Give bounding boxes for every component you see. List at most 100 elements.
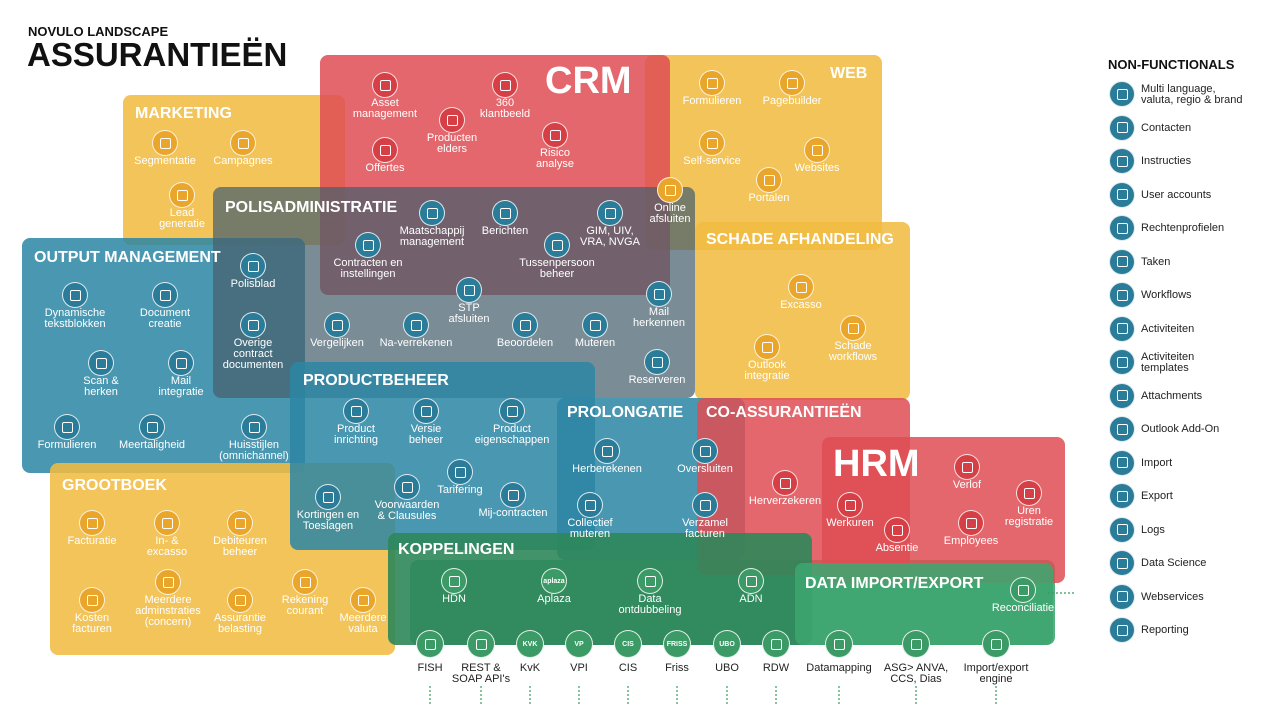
nf-label: Activiteiten templates [1141,351,1195,374]
item-label: Mail integratie [158,375,204,398]
item-icon [88,350,114,376]
integration-icon: VP [565,630,593,658]
nf-icon [1109,215,1135,241]
item-icon [958,510,984,536]
item-label: Tarifering [437,484,483,496]
item-icon [788,274,814,300]
item-icon [227,587,253,613]
item-label: Risico analyse [536,147,574,170]
item-label: Scan & herken [83,375,119,398]
nf-icon [1109,81,1135,107]
item-label: Collectief muteren [567,517,613,540]
item-icon [754,334,780,360]
region-title: HRM [833,443,920,485]
nf-icon [1109,550,1135,576]
nf-icon [1109,516,1135,543]
item-icon [62,282,88,308]
item-icon [79,510,105,536]
item-icon [1016,480,1042,506]
nf-icon [1109,349,1135,375]
item-label: Employees [943,535,999,547]
item-icon [1010,577,1036,603]
item-label: Verzamel facturen [682,517,728,540]
nf-label: Contacten [1141,121,1192,134]
nf-label: Attachments [1141,389,1203,402]
item-label: Online afsluiten [649,202,691,225]
item-icon [343,398,369,424]
item-label: Aplaza [537,593,571,605]
item-icon [419,200,445,226]
region-title: GROOTBOEK [62,477,167,494]
integration-label: ASG> ANVA, CCS, Dias [883,662,949,685]
title: ASSURANTIEËN [27,36,288,73]
item-icon [804,137,830,163]
item-label: Herberekenen [572,463,642,475]
item-icon [954,454,980,480]
nf-label: User accounts [1141,188,1212,201]
item-label: Versie beheer [408,423,444,446]
item-icon [657,177,683,203]
nf-label: Export [1141,490,1173,502]
integration-label: RDW [762,662,790,674]
integration-icon [982,630,1010,658]
nf-icon [1109,617,1135,643]
item-label: GIM, UIV, VRA, NVGA [580,225,640,248]
item-label: Reserveren [628,374,686,386]
integration-icon: FRISS [663,630,691,658]
item-label: Outlook integratie [744,359,790,382]
nf-label: Instructies [1141,155,1192,167]
item-label: Portalen [748,192,790,204]
nf-icon [1109,282,1135,308]
integration-label: CIS [618,662,638,674]
item-label: Self-service [683,155,741,167]
item-label: Rekening courant [281,594,329,617]
item-icon [456,277,482,303]
item-label: Na-verrekenen [379,337,453,349]
item-icon [692,492,718,518]
integration-icon: CIS [614,630,642,658]
item-icon [372,72,398,98]
region-7 [290,362,595,550]
region-10 [822,437,1065,583]
region-title: CO-ASSURANTIEËN [706,404,862,421]
item-label: Vergelijken [310,337,364,349]
nf-label: Logs [1141,523,1165,536]
nf-label: Data Science [1141,557,1207,569]
item-label: Pagebuilder [762,95,822,107]
item-label: Lead generatie [159,207,205,230]
nf-icon [1109,583,1135,610]
item-icon [637,568,663,594]
region-3 [695,222,910,400]
item-icon [644,349,670,375]
item-icon [241,414,267,440]
integration-icon [762,630,790,658]
item-label: Voorwaarden & Clausules [374,499,440,522]
nf-icon [1109,449,1135,476]
item-label: Huisstijlen (omnichannel) [219,439,289,462]
item-label: Mij-contracten [478,507,548,519]
item-label: HDN [442,593,466,605]
nf-icon [1109,114,1135,141]
region-title: SCHADE AFHANDELING [706,231,894,248]
item-label: Polisblad [230,278,276,290]
nf-label: Outlook Add-On [1141,423,1220,435]
item-label: Tussenpersoon beheer [519,257,595,280]
item-icon [54,414,80,440]
item-label: Asset management [352,97,418,120]
region-title: PRODUCTBEHEER [303,372,449,389]
item-label: Uren registratie [1004,505,1054,528]
item-label: Product inrichting [333,423,379,446]
nf-label: Reporting [1141,624,1189,636]
item-label: Segmentatie [134,155,196,167]
region-title: OUTPUT MANAGEMENT [34,249,221,266]
item-label: Meerdere valuta [339,612,387,635]
item-icon [447,459,473,485]
item-icon [372,137,398,163]
integration-label: REST & SOAP API's [451,662,511,685]
item-icon [512,312,538,338]
item-icon [884,517,910,543]
item-label: Contracten en instellingen [333,257,403,280]
item-label: Producten elders [426,132,478,155]
item-icon [492,72,518,98]
